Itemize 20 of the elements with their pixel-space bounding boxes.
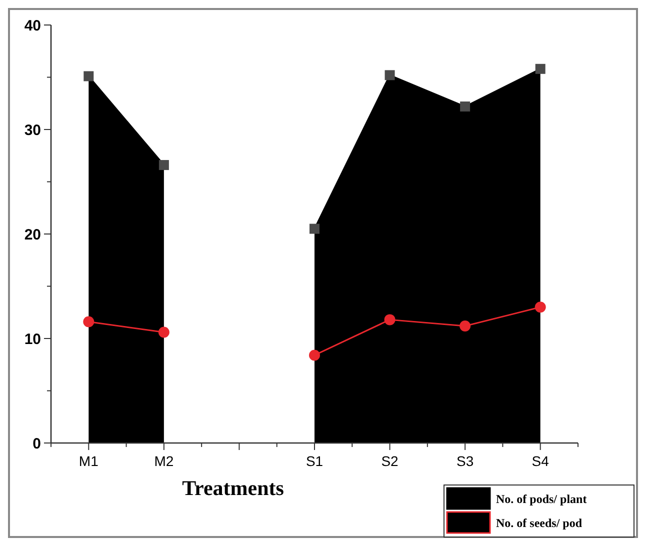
x-tick-label: S1	[306, 453, 324, 469]
y-tick-label: 30	[24, 122, 41, 139]
x-tick-label: S3	[456, 453, 474, 469]
x-tick-label: S4	[532, 453, 550, 469]
point	[309, 350, 320, 361]
legend-label: No. of pods/ plant	[496, 492, 587, 506]
y-tick-label: 40	[24, 17, 41, 34]
x-tick-label: S2	[381, 453, 399, 469]
point	[534, 302, 546, 313]
x-tick-label: M2	[154, 453, 174, 469]
x-tick-label: M1	[78, 453, 99, 469]
legend-label: No. of seeds/ pod	[496, 516, 582, 530]
y-tick-label: 0	[32, 435, 41, 452]
point	[83, 316, 94, 328]
x-axis-title: Treatments	[182, 476, 284, 500]
y-tick-label: 20	[24, 226, 41, 244]
point	[460, 320, 471, 332]
y-tick-label: 10	[24, 330, 41, 348]
point	[384, 314, 396, 326]
point	[158, 326, 170, 338]
